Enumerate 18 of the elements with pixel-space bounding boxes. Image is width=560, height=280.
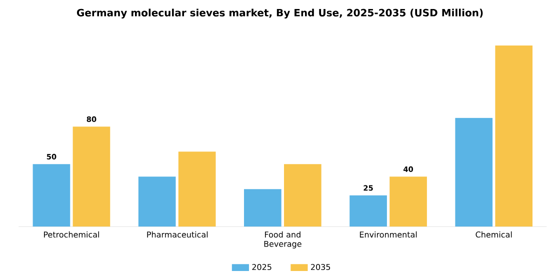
x-tick-label: Environmental [360, 231, 417, 238]
chart-title: Germany molecular sieves market, By End Use, 2025-2035 (USD Million) [76, 8, 483, 18]
bar [390, 176, 427, 227]
bar [138, 176, 176, 227]
bar [244, 189, 282, 227]
x-tick-label: Food and Beverage [264, 231, 302, 248]
bar [455, 118, 493, 227]
bar [32, 164, 70, 227]
x-tick-label: Pharmaceutical [147, 231, 208, 238]
x-tick-label: Petrochemical [44, 231, 100, 238]
bar [350, 195, 387, 227]
legend-label: 2035 [310, 264, 330, 270]
x-tick-label: Chemical [476, 231, 512, 238]
legend-label: 2025 [252, 264, 272, 270]
bar [178, 152, 216, 227]
bar [284, 164, 322, 227]
bar [72, 126, 110, 227]
bar [495, 45, 533, 227]
